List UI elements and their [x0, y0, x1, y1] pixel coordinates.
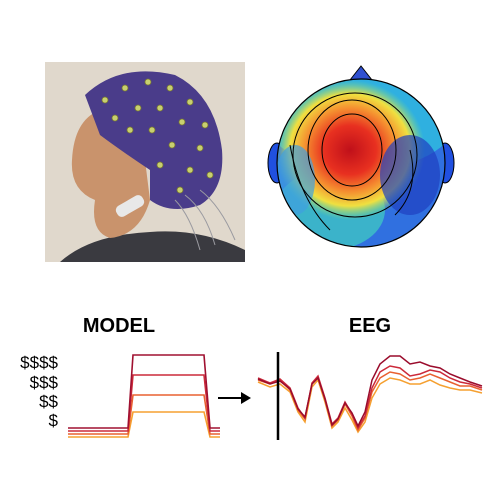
arrow [218, 392, 251, 404]
eeg-heading: EEG [349, 315, 391, 337]
eeg-traces [257, 355, 483, 434]
level-label: $$$$ [20, 353, 58, 372]
model-heading: MODEL [83, 315, 155, 337]
model-trace [68, 394, 220, 435]
eeg-trace [257, 355, 483, 428]
eeg-trace [257, 377, 483, 434]
photo [45, 62, 245, 262]
level-label: $$$ [30, 373, 59, 392]
model-trace [68, 411, 220, 438]
eeg-trace [257, 371, 483, 432]
model-traces [68, 354, 220, 438]
model-trace [68, 354, 220, 429]
model-trace [68, 374, 220, 432]
level-label: $$ [39, 392, 58, 411]
level-label: $ [49, 411, 59, 430]
topo-map [267, 65, 455, 248]
